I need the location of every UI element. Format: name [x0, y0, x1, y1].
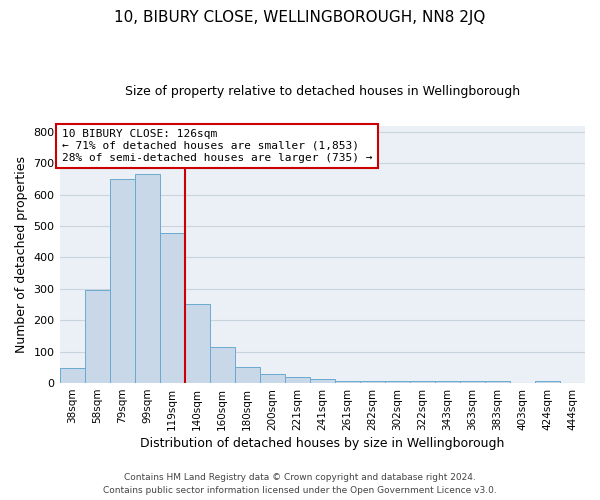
Bar — [360, 382, 385, 383]
Bar — [385, 382, 410, 383]
Bar — [85, 290, 110, 383]
Bar — [134, 174, 160, 383]
Text: 10, BIBURY CLOSE, WELLINGBOROUGH, NN8 2JQ: 10, BIBURY CLOSE, WELLINGBOROUGH, NN8 2J… — [115, 10, 485, 25]
Bar — [535, 380, 560, 383]
Bar — [335, 382, 360, 383]
Bar — [410, 382, 435, 383]
Bar — [260, 374, 285, 383]
Bar — [310, 380, 335, 383]
Bar — [235, 368, 260, 383]
Bar — [110, 179, 134, 383]
Bar — [59, 368, 85, 383]
Text: 10 BIBURY CLOSE: 126sqm
← 71% of detached houses are smaller (1,853)
28% of semi: 10 BIBURY CLOSE: 126sqm ← 71% of detache… — [62, 130, 373, 162]
Title: Size of property relative to detached houses in Wellingborough: Size of property relative to detached ho… — [125, 85, 520, 98]
Bar — [185, 304, 209, 383]
Bar — [435, 382, 460, 383]
Text: Contains HM Land Registry data © Crown copyright and database right 2024.
Contai: Contains HM Land Registry data © Crown c… — [103, 474, 497, 495]
Y-axis label: Number of detached properties: Number of detached properties — [15, 156, 28, 353]
X-axis label: Distribution of detached houses by size in Wellingborough: Distribution of detached houses by size … — [140, 437, 505, 450]
Bar — [485, 382, 510, 383]
Bar — [160, 233, 185, 383]
Bar — [285, 378, 310, 383]
Bar — [460, 382, 485, 383]
Bar — [209, 347, 235, 383]
